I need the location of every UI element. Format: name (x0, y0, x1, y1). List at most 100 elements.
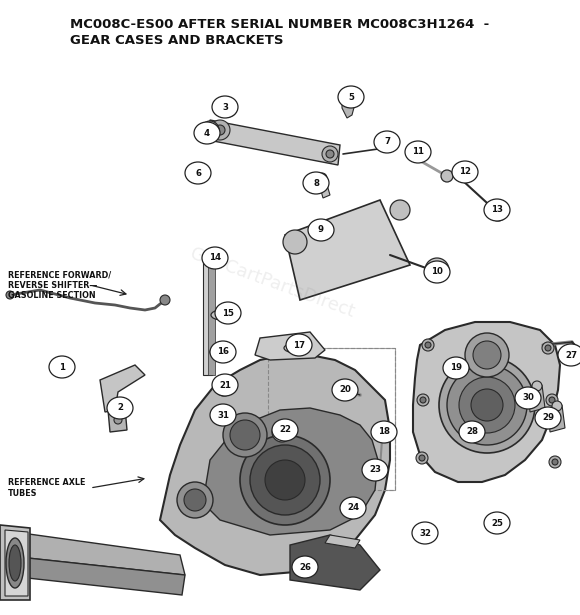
Ellipse shape (9, 545, 21, 581)
Text: 32: 32 (419, 528, 431, 538)
Circle shape (542, 342, 554, 354)
Circle shape (114, 416, 122, 424)
Polygon shape (285, 200, 410, 300)
Ellipse shape (215, 302, 241, 324)
Circle shape (390, 200, 410, 220)
Circle shape (177, 482, 213, 518)
Polygon shape (413, 322, 560, 482)
Polygon shape (208, 120, 340, 165)
Circle shape (420, 397, 426, 403)
Circle shape (425, 342, 431, 348)
Circle shape (545, 345, 551, 351)
Text: 20: 20 (339, 386, 351, 394)
Circle shape (546, 394, 558, 406)
Text: 31: 31 (217, 410, 229, 419)
Ellipse shape (338, 86, 364, 108)
Ellipse shape (374, 131, 400, 153)
Text: 4: 4 (204, 129, 210, 138)
Bar (268, 348, 395, 490)
Ellipse shape (452, 161, 478, 183)
Ellipse shape (308, 219, 334, 241)
Polygon shape (0, 555, 185, 595)
Ellipse shape (210, 347, 230, 357)
Text: 6: 6 (195, 169, 201, 178)
Text: 1: 1 (59, 362, 65, 371)
Ellipse shape (340, 497, 366, 519)
Text: 2: 2 (117, 403, 123, 413)
Circle shape (213, 407, 231, 425)
Circle shape (272, 422, 292, 442)
Circle shape (6, 291, 14, 299)
Text: 22: 22 (279, 426, 291, 435)
Circle shape (549, 397, 555, 403)
Ellipse shape (362, 459, 388, 481)
Ellipse shape (332, 379, 358, 401)
Ellipse shape (412, 522, 438, 544)
Circle shape (378, 138, 392, 152)
Circle shape (160, 295, 170, 305)
Ellipse shape (284, 343, 310, 353)
Text: 3: 3 (222, 103, 228, 111)
Circle shape (277, 427, 287, 437)
Circle shape (471, 389, 503, 421)
Ellipse shape (459, 421, 485, 443)
Ellipse shape (443, 357, 469, 379)
Polygon shape (528, 385, 545, 412)
Circle shape (430, 263, 444, 277)
Text: 15: 15 (222, 309, 234, 317)
Text: 7: 7 (384, 138, 390, 146)
Text: 24: 24 (347, 504, 359, 512)
Polygon shape (0, 525, 30, 600)
Circle shape (422, 339, 434, 351)
Ellipse shape (202, 247, 228, 269)
Ellipse shape (515, 387, 541, 409)
Circle shape (230, 420, 260, 450)
Text: 14: 14 (209, 253, 221, 263)
Text: 11: 11 (412, 148, 424, 156)
Polygon shape (548, 405, 565, 432)
Circle shape (459, 377, 515, 433)
Circle shape (465, 333, 509, 377)
Text: 12: 12 (459, 167, 471, 177)
Text: 21: 21 (219, 381, 231, 389)
Ellipse shape (211, 310, 233, 320)
Polygon shape (255, 332, 325, 360)
Ellipse shape (484, 512, 510, 534)
Text: GEAR CASES AND BRACKETS: GEAR CASES AND BRACKETS (70, 34, 284, 47)
Circle shape (201, 121, 219, 139)
Circle shape (417, 394, 429, 406)
Polygon shape (325, 535, 360, 548)
Text: 5: 5 (348, 92, 354, 101)
Circle shape (283, 230, 307, 254)
Ellipse shape (292, 556, 318, 578)
Ellipse shape (212, 96, 238, 118)
Circle shape (215, 125, 225, 135)
Ellipse shape (558, 344, 580, 366)
Text: 18: 18 (378, 427, 390, 437)
Circle shape (382, 142, 388, 148)
Circle shape (425, 258, 449, 282)
Ellipse shape (405, 141, 431, 163)
Circle shape (549, 456, 561, 468)
Circle shape (375, 427, 389, 441)
Circle shape (552, 459, 558, 465)
Ellipse shape (424, 261, 450, 283)
Circle shape (441, 170, 453, 182)
Polygon shape (205, 408, 378, 535)
Text: 25: 25 (491, 518, 503, 528)
Ellipse shape (272, 419, 298, 441)
Ellipse shape (210, 341, 236, 363)
Circle shape (416, 452, 428, 464)
Ellipse shape (49, 356, 75, 378)
Circle shape (322, 146, 338, 162)
Circle shape (317, 173, 327, 183)
Circle shape (219, 99, 237, 117)
Ellipse shape (535, 407, 561, 429)
Ellipse shape (484, 199, 510, 221)
Text: 9: 9 (318, 226, 324, 234)
Circle shape (439, 357, 535, 453)
Text: MC008C-ES00 AFTER SERIAL NUMBER MC008C3H1264  -: MC008C-ES00 AFTER SERIAL NUMBER MC008C3H… (70, 18, 490, 31)
Circle shape (419, 455, 425, 461)
Circle shape (326, 150, 334, 158)
Text: REFERENCE FORWARD/
REVERSE SHIFTER—
GASOLINE SECTION: REFERENCE FORWARD/ REVERSE SHIFTER— GASO… (8, 270, 111, 300)
